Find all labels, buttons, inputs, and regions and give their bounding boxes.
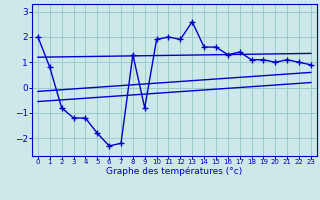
X-axis label: Graphe des températures (°c): Graphe des températures (°c) <box>106 166 243 176</box>
